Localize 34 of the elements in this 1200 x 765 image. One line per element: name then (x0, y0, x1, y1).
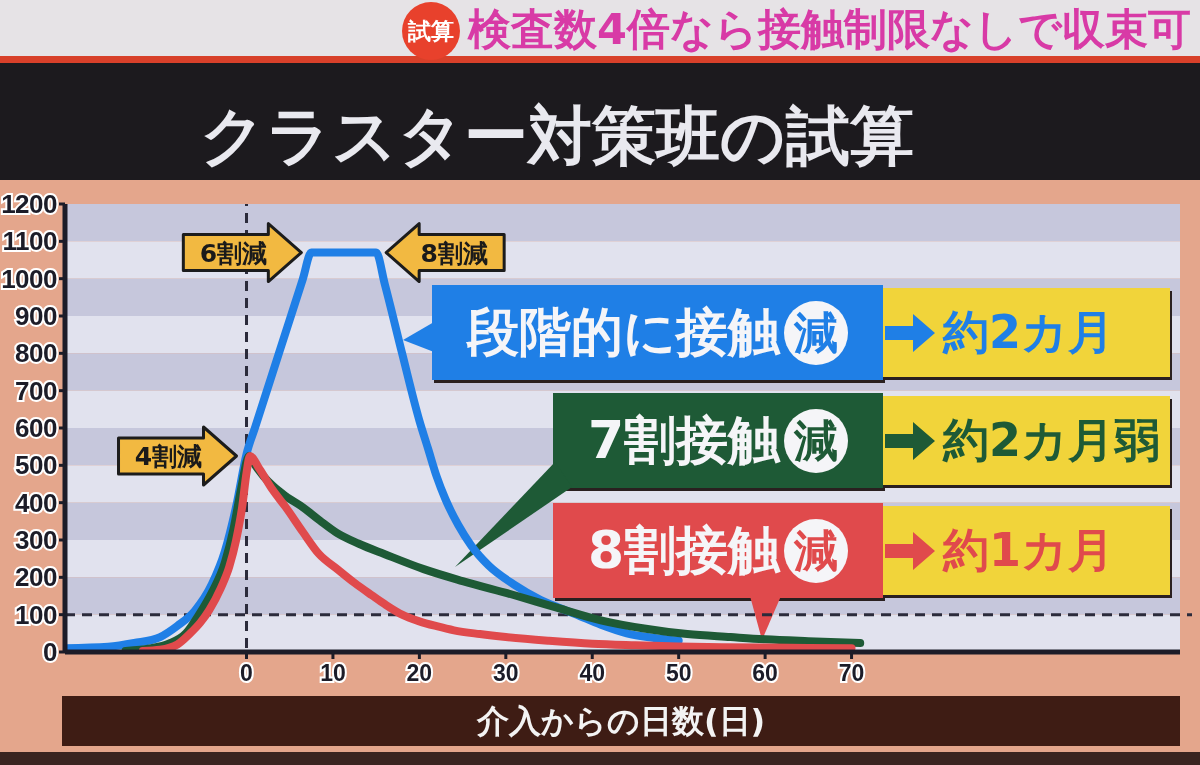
annotation: 約2カ月弱 (943, 411, 1161, 469)
y-tick-label: 300 (15, 525, 58, 555)
y-tick-label: 1100 (2, 226, 58, 257)
y-tick-label: 800 (15, 338, 58, 369)
y-tick-label: 900 (15, 301, 58, 331)
y-tick-label: 0 (43, 637, 58, 667)
legend-label: 段階的に接触減 (467, 300, 839, 364)
x-tick-label: 60 (752, 660, 778, 686)
x-tick-label: 20 (406, 660, 433, 686)
x-tick-label: 10 (320, 660, 346, 686)
annotation: 約1カ月 (943, 521, 1115, 579)
chart-title: クラスター対策班の試算 (199, 98, 915, 175)
y-tick-label: 500 (15, 450, 58, 481)
x-axis-title: 介入からの日数(日) (62, 696, 1180, 746)
y-tick-label: 1000 (1, 263, 58, 294)
annotation: 8割減 (420, 238, 488, 268)
x-tick-label: 50 (665, 660, 692, 686)
annotation: 4割減 (134, 442, 203, 471)
y-tick-label: 100 (15, 599, 58, 630)
text: 試算 (402, 2, 460, 60)
legend-label: 8割接触減 (587, 518, 840, 582)
x-tick-label: 0 (240, 660, 253, 686)
y-tick-label: 400 (15, 487, 58, 518)
y-tick-label: 600 (15, 413, 58, 443)
x-tick-label: 70 (838, 660, 865, 686)
legend-label: 7割接触減 (587, 408, 840, 472)
y-tick-label: 1200 (1, 189, 58, 219)
annotation: 6割減 (199, 238, 268, 268)
y-tick-label: 200 (15, 562, 58, 593)
y-tick-label: 700 (15, 375, 58, 406)
chart-subtitle: 検査数4倍なら接触制限なしで収束可 (468, 4, 1192, 54)
x-tick-label: 30 (493, 660, 519, 686)
x-tick-label: 40 (579, 660, 606, 686)
annotation: 約2カ月 (943, 303, 1115, 361)
